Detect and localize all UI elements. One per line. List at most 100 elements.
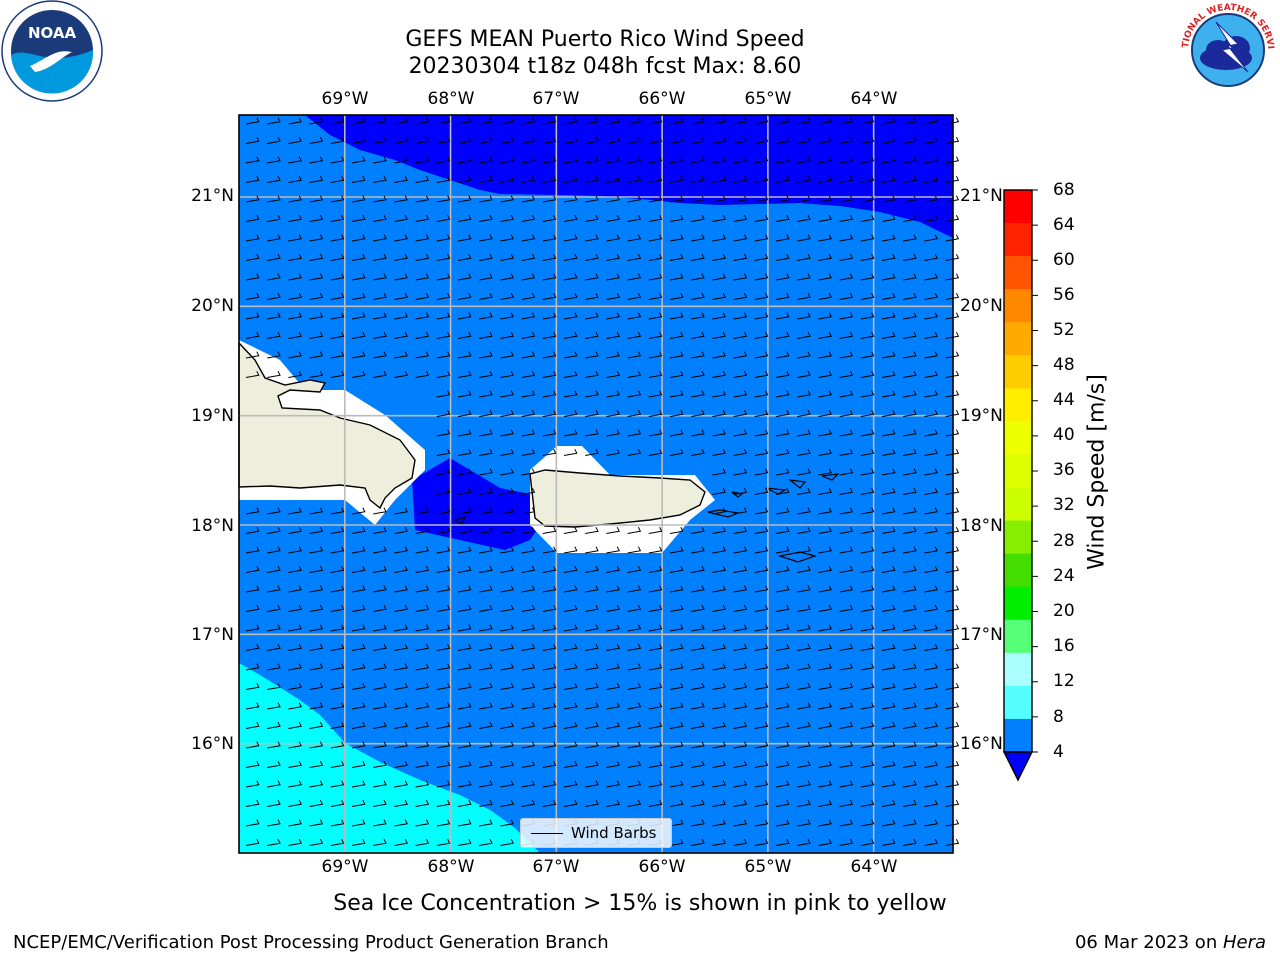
wind-barb <box>733 253 748 261</box>
wind-barb <box>606 721 620 729</box>
wind-barb <box>945 234 960 242</box>
wind-barb <box>267 546 281 554</box>
wind-barb <box>267 682 281 690</box>
wind-barb <box>754 234 769 242</box>
wind-barb <box>330 682 345 690</box>
wind-barb <box>648 624 663 632</box>
sea-ice-note-text: Sea Ice Concentration > 15% is shown in … <box>333 891 947 916</box>
wind-barb <box>457 136 472 144</box>
noaa-logo-text: NOAA <box>28 24 77 42</box>
wind-barb <box>839 604 854 612</box>
wind-barb <box>924 214 938 222</box>
wind-barb <box>818 546 832 554</box>
wind-barb <box>712 838 726 846</box>
wind-barb <box>542 390 557 398</box>
wind-barb <box>945 604 960 612</box>
wind-barb <box>415 351 430 359</box>
wind-barb <box>479 760 493 768</box>
wind-barb <box>457 214 472 222</box>
wind-barb <box>309 117 324 125</box>
wind-barb <box>860 429 875 437</box>
wind-barb <box>691 526 705 534</box>
wind-barb <box>373 819 387 827</box>
wind-barb <box>394 526 408 534</box>
wind-barb <box>288 351 302 359</box>
wind-barb <box>309 643 324 651</box>
wind-barb <box>585 624 599 632</box>
wind-barb <box>521 682 536 690</box>
wind-barb <box>648 175 663 183</box>
wind-barb <box>521 507 536 515</box>
wind-barb <box>267 741 281 749</box>
wind-barb <box>585 273 599 281</box>
chart-subtitle: 20230304 t18z 048h fcst Max: 8.60 <box>408 54 802 79</box>
wind-barb <box>754 468 769 476</box>
wind-barb <box>839 780 854 788</box>
wind-barb <box>860 253 875 261</box>
wind-barb <box>245 546 260 554</box>
wind-barb <box>288 292 302 300</box>
wind-barb <box>839 409 854 417</box>
wind-barb <box>945 526 960 534</box>
wind-barb <box>712 253 726 261</box>
wind-barb <box>288 702 302 710</box>
wind-barb <box>712 214 726 222</box>
wind-barb <box>818 429 832 437</box>
wind-barb <box>924 624 938 632</box>
wind-barb <box>330 780 345 788</box>
credit-right: 06 Mar 2023 on Hera <box>1075 932 1266 953</box>
lon-label-top: 67°W <box>532 89 580 109</box>
wind-barb <box>945 312 960 320</box>
wind-barb <box>691 234 705 242</box>
wind-barb <box>521 195 536 203</box>
lat-label-left: 19°N <box>191 406 234 426</box>
wind-barb <box>267 643 281 651</box>
wind-barb <box>627 390 642 398</box>
wind-barb <box>775 390 790 398</box>
wind-barb <box>585 234 599 242</box>
wind-barb <box>903 604 917 612</box>
wind-barb <box>733 624 748 632</box>
wind-barb <box>775 448 790 456</box>
wind-barb <box>563 585 578 593</box>
wind-barb <box>733 780 748 788</box>
wind-barb <box>542 682 557 690</box>
wind-barb <box>309 331 324 339</box>
wind-barb <box>924 312 938 320</box>
wind-barb <box>903 780 917 788</box>
nws-logo: NATIONAL WEATHER SERVICE <box>1176 0 1280 100</box>
wind-barb <box>415 760 430 768</box>
wind-barb <box>712 390 726 398</box>
wind-barb <box>903 682 917 690</box>
wind-barb <box>521 702 536 710</box>
wind-barb <box>606 292 620 300</box>
lat-label-right: 20°N <box>960 296 1003 316</box>
wind-barb <box>860 195 875 203</box>
wind-barb <box>457 253 472 261</box>
wind-barb <box>309 721 324 729</box>
wind-barb <box>627 760 642 768</box>
wind-barb <box>669 117 684 125</box>
wind-barb <box>818 448 832 456</box>
wind-barb <box>245 156 260 164</box>
wind-barb <box>924 643 938 651</box>
wind-barb <box>606 253 620 261</box>
wind-barb <box>330 351 345 359</box>
wind-barb <box>924 819 938 827</box>
wind-barb <box>860 175 875 183</box>
wind-barb <box>945 214 960 222</box>
wind-barb <box>733 799 748 807</box>
wind-barb <box>351 351 366 359</box>
wind-barb <box>754 780 769 788</box>
wind-barb <box>288 741 302 749</box>
wind-barb <box>775 351 790 359</box>
wind-barb <box>818 331 832 339</box>
wind-barb <box>797 741 811 749</box>
wind-barb <box>712 643 726 651</box>
wind-barb <box>245 760 260 768</box>
wind-barb <box>818 409 832 417</box>
wind-barb <box>945 156 960 164</box>
wind-barb <box>945 663 960 671</box>
wind-barb <box>415 819 430 827</box>
wind-barb <box>839 526 854 534</box>
